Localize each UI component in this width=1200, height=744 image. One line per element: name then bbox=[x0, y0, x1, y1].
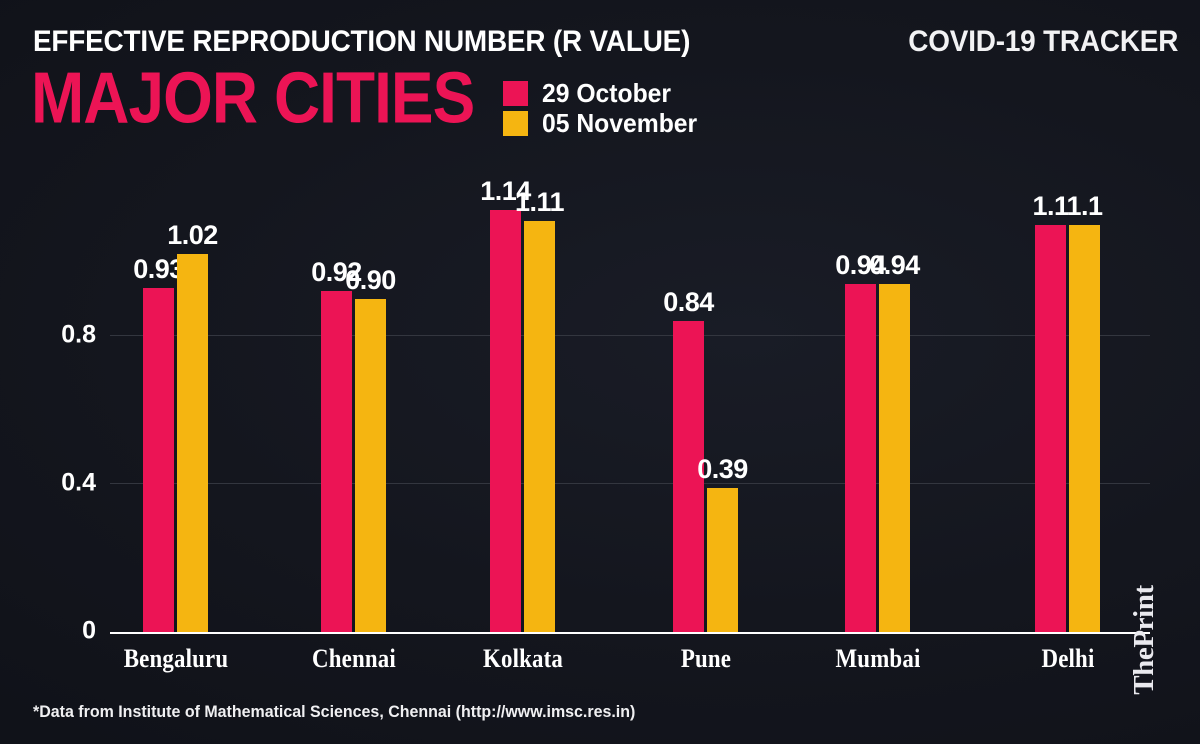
bar-group: 0.94 0.94 bbox=[835, 160, 920, 632]
bar-group: 0.93 1.02 bbox=[133, 160, 218, 632]
bar[interactable]: 1.02 bbox=[167, 220, 218, 632]
y-axis-tick-label: 0.8 bbox=[61, 320, 96, 349]
legend-item[interactable]: 05 November bbox=[503, 108, 705, 138]
theprint-logo-text: ThePrint bbox=[1127, 585, 1160, 695]
bar-value-label: 0.94 bbox=[835, 250, 886, 281]
bar-value-label: 1.11 bbox=[514, 187, 565, 218]
bar[interactable]: 0.92 bbox=[311, 257, 362, 632]
legend-swatch-icon bbox=[503, 80, 528, 106]
bar-value-label: 0.90 bbox=[345, 264, 396, 295]
tracker-tag: COVID-19 TRACKER bbox=[908, 25, 1178, 58]
bar[interactable]: 0.84 bbox=[663, 287, 714, 632]
bar-value-label: 0.84 bbox=[663, 287, 714, 318]
bar[interactable]: 0.94 bbox=[869, 250, 920, 632]
bar[interactable]: 1.14 bbox=[480, 176, 531, 632]
legend-item[interactable]: 29 October bbox=[503, 78, 705, 108]
bar[interactable]: 1.11 bbox=[515, 187, 565, 632]
chart-header: EFFECTIVE REPRODUCTION NUMBER (R VALUE) … bbox=[0, 0, 1200, 160]
legend-label: 29 October bbox=[542, 77, 672, 108]
bar-value-label: 0.93 bbox=[133, 253, 184, 284]
bar-value-label: 1.1 bbox=[1032, 190, 1069, 221]
x-axis-category-label: Bengaluru bbox=[123, 644, 229, 673]
bar[interactable]: 0.90 bbox=[345, 265, 396, 632]
bar[interactable]: 1.1 bbox=[1066, 191, 1103, 632]
theprint-logo[interactable]: ThePrint bbox=[1124, 578, 1164, 702]
x-axis-line bbox=[110, 632, 1150, 634]
legend-label: 05 November bbox=[542, 107, 698, 138]
bar-group: 0.84 0.39 bbox=[663, 160, 748, 632]
bar[interactable]: 0.39 bbox=[697, 454, 748, 632]
bar[interactable]: 0.93 bbox=[133, 254, 184, 632]
x-axis-category-label: Mumbai bbox=[835, 644, 921, 673]
bar-value-label: 1.1 bbox=[1066, 190, 1103, 221]
legend-swatch-icon bbox=[503, 110, 528, 136]
x-axis-category-label: Delhi bbox=[1041, 644, 1095, 673]
bar[interactable]: 1.1 bbox=[1032, 191, 1069, 632]
chart-legend: 29 October 05 November bbox=[503, 78, 705, 138]
bar-value-label: 0.39 bbox=[697, 453, 748, 484]
bar-value-label: 0.94 bbox=[869, 250, 920, 281]
x-axis-category-label: Pune bbox=[680, 644, 732, 673]
source-footnote: *Data from Institute of Mathematical Sci… bbox=[33, 702, 636, 721]
x-axis-category-label: Chennai bbox=[312, 644, 396, 673]
bar-group: 1.1 1.1 bbox=[1032, 160, 1103, 632]
bar-value-label: 1.02 bbox=[167, 220, 218, 251]
y-axis-tick-label: 0.4 bbox=[61, 468, 96, 497]
bar-group: 0.92 0.90 bbox=[311, 160, 396, 632]
x-axis-category-label: Kolkata bbox=[482, 644, 564, 673]
bar-group: 1.14 1.11 bbox=[480, 160, 565, 632]
page-title: MAJOR CITIES bbox=[31, 57, 475, 139]
y-gridline: 0 bbox=[82, 617, 1150, 645]
bar[interactable]: 0.94 bbox=[835, 250, 886, 632]
plot-area: 0 0.4 0.8 0.93 1.02 0.92 0.90 1.14 1.11 0.84 0.39 0… bbox=[61, 160, 1150, 645]
bar-value-label: 0.92 bbox=[311, 257, 362, 288]
y-gridline: 0.8 bbox=[61, 320, 1150, 348]
chart-kicker: EFFECTIVE REPRODUCTION NUMBER (R VALUE) bbox=[33, 25, 691, 58]
y-gridline: 0.4 bbox=[61, 468, 1150, 496]
y-axis-tick-label: 0 bbox=[82, 616, 96, 645]
bar-value-label: 1.14 bbox=[480, 175, 531, 206]
